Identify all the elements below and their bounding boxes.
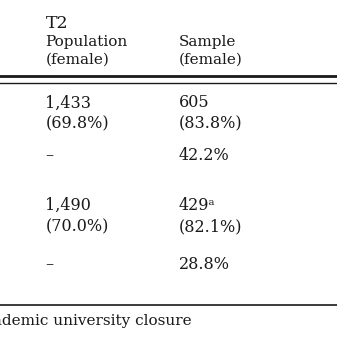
Text: 28.8%: 28.8% (179, 256, 229, 273)
Text: 429ᵃ
(82.1%): 429ᵃ (82.1%) (179, 197, 242, 235)
Text: 605
(83.8%): 605 (83.8%) (179, 94, 242, 132)
Text: 42.2%: 42.2% (179, 147, 229, 163)
Text: Population
(female): Population (female) (45, 35, 128, 67)
Text: 1,433
(69.8%): 1,433 (69.8%) (45, 94, 109, 132)
Text: ndemic university closure: ndemic university closure (0, 314, 191, 328)
Text: T2: T2 (45, 15, 68, 32)
Text: Sample
(female): Sample (female) (179, 35, 243, 67)
Text: 1,490
(70.0%): 1,490 (70.0%) (45, 197, 109, 235)
Text: –: – (45, 147, 54, 163)
Text: –: – (45, 256, 54, 273)
